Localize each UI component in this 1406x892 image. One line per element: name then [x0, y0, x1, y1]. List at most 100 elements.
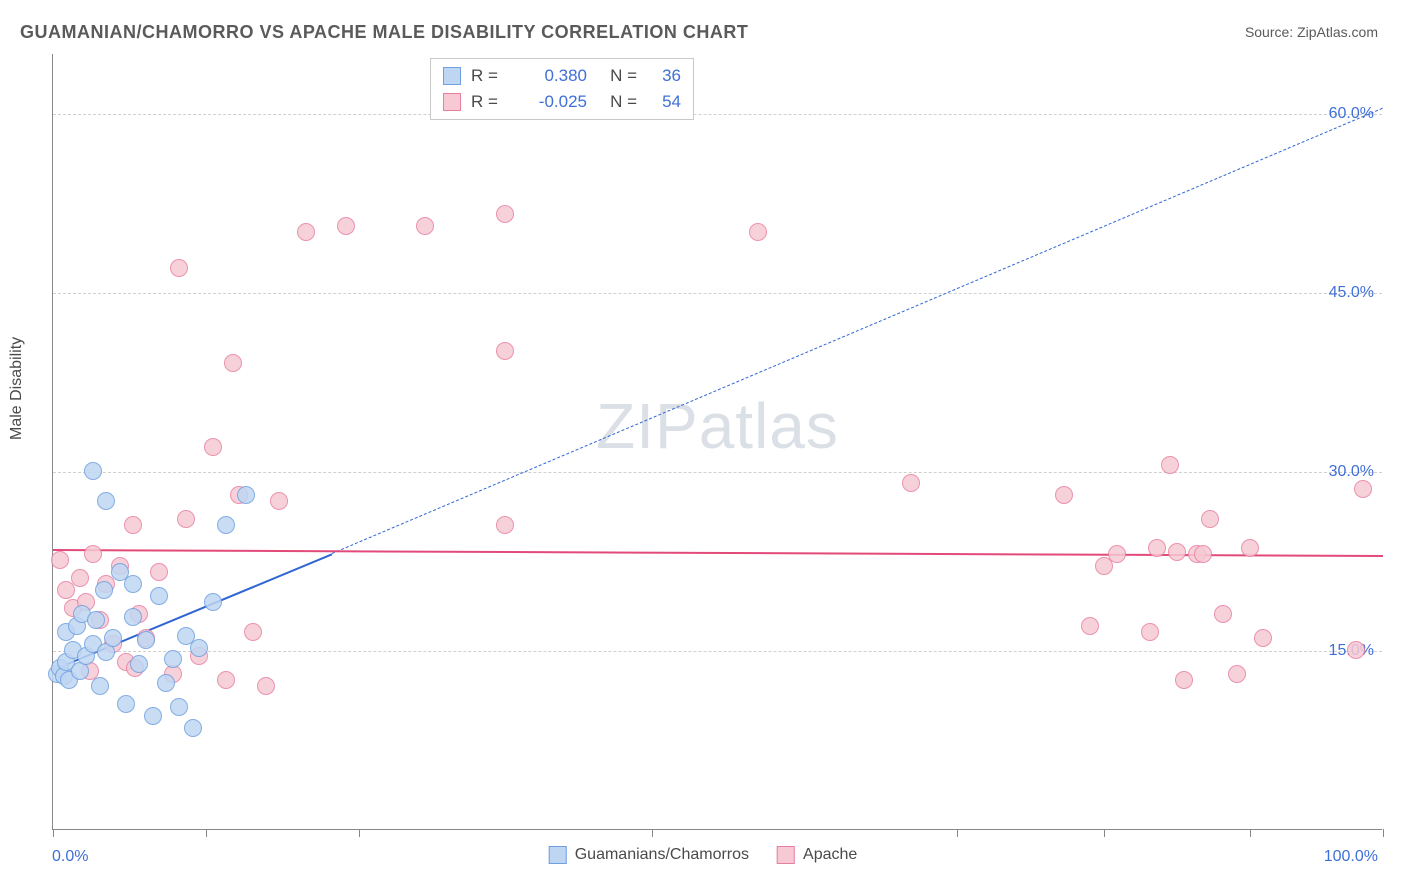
data-point-b [496, 516, 514, 534]
x-tick [1104, 829, 1105, 837]
data-point-b [1055, 486, 1073, 504]
data-point-b [244, 623, 262, 641]
data-point-b [204, 438, 222, 456]
r-value-b: -0.025 [515, 89, 587, 115]
legend-item-b: Apache [777, 846, 857, 864]
data-point-b [1228, 665, 1246, 683]
data-point-a [190, 639, 208, 657]
n-value-a: 36 [647, 63, 681, 89]
x-tick [1383, 829, 1384, 837]
data-point-a [84, 462, 102, 480]
x-max-label: 100.0% [1324, 848, 1378, 866]
data-point-b [1194, 545, 1212, 563]
n-value-b: 54 [647, 89, 681, 115]
data-point-a [137, 631, 155, 649]
data-point-a [117, 695, 135, 713]
data-point-a [164, 650, 182, 668]
data-point-b [496, 342, 514, 360]
legend-row-b: R = -0.025 N = 54 [443, 89, 681, 115]
gridline [53, 114, 1382, 115]
data-point-b [1148, 539, 1166, 557]
series-b-label: Apache [803, 846, 857, 864]
data-point-b [1081, 617, 1099, 635]
trend-line [332, 108, 1383, 554]
data-point-b [416, 217, 434, 235]
gridline [53, 651, 1382, 652]
correlation-legend: R = 0.380 N = 36 R = -0.025 N = 54 [430, 58, 694, 120]
data-point-b [170, 259, 188, 277]
data-point-b [1241, 539, 1259, 557]
data-point-b [124, 516, 142, 534]
y-axis-label: Male Disability [8, 337, 26, 440]
x-tick [53, 829, 54, 837]
swatch-a-icon [549, 846, 567, 864]
series-a-label: Guamanians/Chamorros [575, 846, 749, 864]
gridline [53, 472, 1382, 473]
data-point-a [157, 674, 175, 692]
data-point-b [1141, 623, 1159, 641]
data-point-b [177, 510, 195, 528]
x-tick [359, 829, 360, 837]
data-point-b [496, 205, 514, 223]
r-label-b: R = [471, 89, 505, 115]
data-point-a [104, 629, 122, 647]
data-point-b [749, 223, 767, 241]
data-point-a [237, 486, 255, 504]
data-point-b [1161, 456, 1179, 474]
gridline [53, 293, 1382, 294]
data-point-b [1095, 557, 1113, 575]
data-point-a [217, 516, 235, 534]
swatch-b-icon [443, 93, 461, 111]
swatch-b-icon [777, 846, 795, 864]
y-tick-label: 30.0% [1329, 463, 1374, 481]
data-point-b [257, 677, 275, 695]
data-point-a [144, 707, 162, 725]
data-point-a [124, 575, 142, 593]
x-tick [957, 829, 958, 837]
r-label-a: R = [471, 63, 505, 89]
data-point-b [1168, 543, 1186, 561]
data-point-b [1354, 480, 1372, 498]
data-point-a [71, 662, 89, 680]
plot-area: ZIPatlas 15.0%30.0%45.0%60.0% [52, 54, 1382, 830]
chart-container: GUAMANIAN/CHAMORRO VS APACHE MALE DISABI… [0, 0, 1406, 892]
swatch-a-icon [443, 67, 461, 85]
legend-row-a: R = 0.380 N = 36 [443, 63, 681, 89]
n-label-b: N = [597, 89, 637, 115]
data-point-a [87, 611, 105, 629]
series-legend: Guamanians/Chamorros Apache [549, 846, 858, 864]
source-label: Source: ZipAtlas.com [1245, 24, 1378, 40]
data-point-a [124, 608, 142, 626]
data-point-a [95, 581, 113, 599]
data-point-b [1201, 510, 1219, 528]
data-point-a [130, 655, 148, 673]
legend-item-a: Guamanians/Chamorros [549, 846, 749, 864]
x-tick [206, 829, 207, 837]
data-point-a [184, 719, 202, 737]
n-label-a: N = [597, 63, 637, 89]
data-point-b [902, 474, 920, 492]
data-point-b [1175, 671, 1193, 689]
x-min-label: 0.0% [52, 848, 88, 866]
data-point-b [217, 671, 235, 689]
x-tick [652, 829, 653, 837]
y-tick-label: 45.0% [1329, 284, 1374, 302]
data-point-b [270, 492, 288, 510]
data-point-b [1214, 605, 1232, 623]
data-point-a [91, 677, 109, 695]
data-point-a [170, 698, 188, 716]
data-point-a [150, 587, 168, 605]
data-point-b [297, 223, 315, 241]
x-tick [1250, 829, 1251, 837]
data-point-b [71, 569, 89, 587]
data-point-b [337, 217, 355, 235]
data-point-b [150, 563, 168, 581]
data-point-b [224, 354, 242, 372]
data-point-a [97, 492, 115, 510]
r-value-a: 0.380 [515, 63, 587, 89]
data-point-b [1254, 629, 1272, 647]
data-point-b [1347, 641, 1365, 659]
data-point-b [84, 545, 102, 563]
data-point-a [204, 593, 222, 611]
data-point-b [51, 551, 69, 569]
